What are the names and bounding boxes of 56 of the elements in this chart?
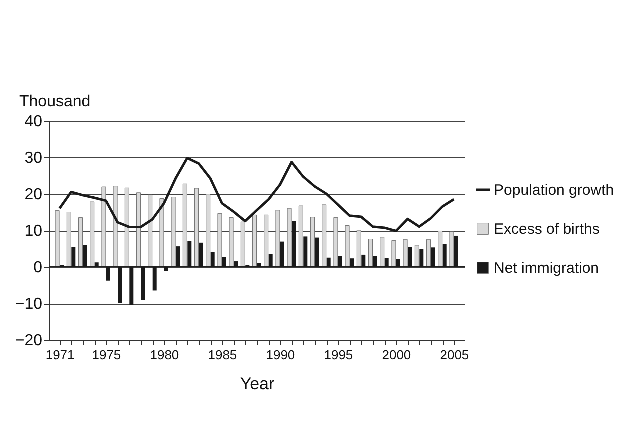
bar xyxy=(182,184,188,268)
bar xyxy=(171,197,176,268)
legend-label: Population growth xyxy=(494,182,614,199)
bar xyxy=(450,232,454,268)
y-tick-label: 30 xyxy=(24,150,43,167)
line-series xyxy=(58,156,456,232)
bar xyxy=(55,210,60,268)
bar xyxy=(392,240,396,268)
bar xyxy=(206,194,211,268)
bar xyxy=(380,237,385,268)
x-tick-label: 2005 xyxy=(440,348,470,362)
bar xyxy=(298,206,304,268)
bar xyxy=(356,230,362,268)
bar xyxy=(240,222,246,268)
bar xyxy=(414,245,420,268)
bar xyxy=(368,239,373,268)
x-tick-label: 2000 xyxy=(382,348,412,362)
x-axis-title: Year xyxy=(240,374,276,394)
y-axis-title: Thousand xyxy=(20,94,91,110)
bar xyxy=(334,217,338,268)
legend-label: Net immigration xyxy=(494,260,600,277)
bar xyxy=(102,186,106,268)
bar xyxy=(194,188,199,268)
x-tick-label: 1995 xyxy=(324,348,354,362)
x-tick-label: 1990 xyxy=(266,348,296,362)
y-tick-label: −20 xyxy=(15,332,43,350)
x-tick-label: 1975 xyxy=(92,348,122,362)
y-tick-label: 0 xyxy=(34,260,43,276)
bar xyxy=(403,239,408,268)
bar xyxy=(287,208,292,268)
y-tick-label: 20 xyxy=(24,186,43,204)
bar xyxy=(322,204,327,268)
bar xyxy=(310,217,315,268)
bar xyxy=(438,230,443,268)
bar xyxy=(276,210,280,268)
bar xyxy=(124,188,130,268)
bar xyxy=(136,192,141,268)
bar xyxy=(66,212,72,268)
x-tick-label: 1980 xyxy=(150,348,180,362)
bar xyxy=(264,214,269,268)
bar xyxy=(113,186,118,268)
y-tick-label: 10 xyxy=(24,223,43,240)
bar xyxy=(218,213,222,268)
legend-label: Excess of births xyxy=(494,221,600,238)
bar xyxy=(229,217,234,268)
bar xyxy=(345,226,350,268)
y-tick-label: 40 xyxy=(24,114,43,130)
bar xyxy=(78,217,83,268)
bar xyxy=(90,202,95,268)
y-tick-label: −10 xyxy=(15,296,43,313)
bar xyxy=(160,198,164,268)
bar xyxy=(148,194,153,268)
x-tick-label: 1985 xyxy=(208,348,238,362)
bar xyxy=(426,239,431,268)
bar xyxy=(252,214,257,268)
x-tick-label: 1971 xyxy=(46,348,75,362)
